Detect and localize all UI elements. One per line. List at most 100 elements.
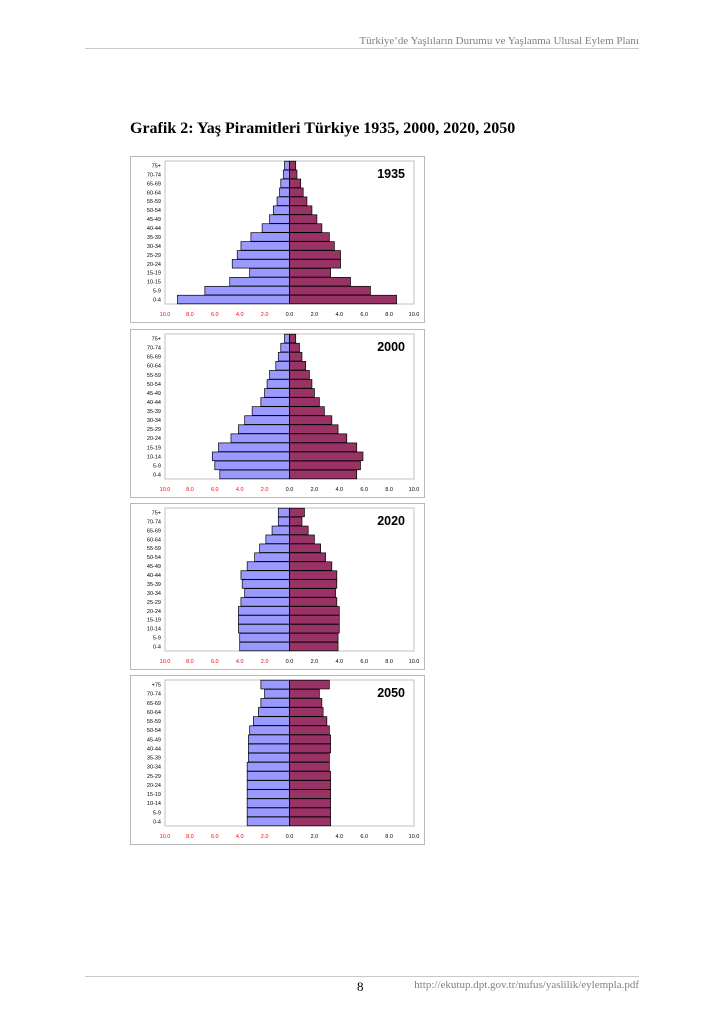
bar-male xyxy=(279,187,290,197)
pyramid-year-title: 1935 xyxy=(377,167,405,181)
bar-female xyxy=(289,415,333,425)
age-group-label: 60-64 xyxy=(147,190,161,196)
age-group-label: 10-15 xyxy=(147,280,161,286)
bar-male xyxy=(259,543,290,553)
bar-male xyxy=(248,743,290,754)
age-group-label: 65-69 xyxy=(147,181,161,187)
age-group-label: 50-54 xyxy=(147,208,161,214)
x-tick-label: 2.0 xyxy=(261,312,269,318)
bar-male xyxy=(231,259,290,269)
pyramid-chart-2000: 75+ 70-74 65-69 60-64 55-59 50-54 45-49 40-44 35… xyxy=(147,333,419,493)
bar-female xyxy=(289,588,336,598)
bar-female xyxy=(289,370,310,380)
bar-female xyxy=(289,442,358,452)
page-number: 8 xyxy=(357,979,364,994)
bar-female xyxy=(289,160,297,171)
bar-male xyxy=(246,816,290,827)
bar-male xyxy=(260,397,290,407)
age-group-label: 25-29 xyxy=(147,253,161,259)
bar-male xyxy=(280,178,290,188)
age-group-label: 60-64 xyxy=(147,537,161,543)
age-group-label: 40-44 xyxy=(147,746,161,752)
bar-male xyxy=(177,294,290,305)
age-group-label: 50-54 xyxy=(147,382,161,388)
age-group-label: 65-69 xyxy=(147,701,161,707)
age-group-label: 45-49 xyxy=(147,564,161,570)
age-group-label: 70-74 xyxy=(147,346,161,352)
bar-female xyxy=(289,223,323,233)
age-group-label: 0-4 xyxy=(153,472,161,478)
x-tick-label: 6.0 xyxy=(211,312,219,318)
bar-male xyxy=(284,160,290,171)
bar-male xyxy=(260,679,290,690)
age-group-label: 75+ xyxy=(152,163,161,169)
age-group-label: 35-39 xyxy=(147,235,161,241)
age-group-label: 5-9 xyxy=(153,289,161,295)
bar-male xyxy=(277,516,290,527)
x-tick-label: 10.0 xyxy=(160,487,171,493)
bar-male xyxy=(249,268,290,278)
x-tick-label: 8.0 xyxy=(186,659,194,665)
pyramid-panel-1935: 75+ 70-74 65-69 60-64 55-59 50-54 45-49 40-44 35… xyxy=(130,156,425,323)
x-tick-label: 8.0 xyxy=(186,834,194,840)
x-tick-label: 10.0 xyxy=(409,834,420,840)
age-group-label: 70-74 xyxy=(147,692,161,698)
bar-male xyxy=(238,615,290,625)
age-group-label: 0-4 xyxy=(153,819,161,825)
bar-male xyxy=(248,752,290,763)
bar-male xyxy=(240,597,290,607)
age-group-label: 50-54 xyxy=(147,728,161,734)
bar-male xyxy=(265,534,290,544)
bar-female xyxy=(289,433,348,443)
x-tick-label: 8.0 xyxy=(385,312,393,318)
age-group-label: 65-69 xyxy=(147,528,161,534)
bar-female xyxy=(289,698,323,708)
x-tick-label: 8.0 xyxy=(186,312,194,318)
bar-female xyxy=(289,579,338,589)
bar-male xyxy=(238,424,290,434)
bar-female xyxy=(289,259,341,269)
age-group-label: 25-29 xyxy=(147,600,161,606)
age-group-label: 30-34 xyxy=(147,418,161,424)
x-tick-label: 6.0 xyxy=(360,312,368,318)
age-group-label: 45-49 xyxy=(147,391,161,397)
x-tick-label: 0.0 xyxy=(286,659,294,665)
age-group-label: 70-74 xyxy=(147,519,161,525)
age-group-label: 50-54 xyxy=(147,555,161,561)
age-group-label: 20-24 xyxy=(147,262,161,268)
age-group-label: 0-4 xyxy=(153,645,161,651)
bar-male xyxy=(218,442,290,452)
bar-female xyxy=(289,397,320,407)
age-group-label: 70-74 xyxy=(147,172,161,178)
x-tick-label: 4.0 xyxy=(236,312,244,318)
age-group-label: 55-59 xyxy=(147,719,161,725)
age-group-label: 10-14 xyxy=(147,627,161,633)
pyramid-panel-2020: 75+ 70-74 65-69 60-64 55-59 50-54 45-49 40-44 35… xyxy=(130,503,425,670)
bar-male xyxy=(238,606,290,616)
bar-female xyxy=(289,725,330,735)
bar-female xyxy=(289,460,361,471)
bar-female xyxy=(289,268,331,278)
x-tick-label: 6.0 xyxy=(211,834,219,840)
bar-female xyxy=(289,624,340,634)
x-tick-label: 0.0 xyxy=(286,487,294,493)
age-group-label: 0-4 xyxy=(153,298,161,304)
pyramid-chart-2050: +75 70-74 65-69 60-64 55-59 50-54 45-49 40-44 35… xyxy=(147,679,420,840)
bar-female xyxy=(289,196,308,206)
bar-female xyxy=(289,205,313,215)
bar-female xyxy=(289,388,315,398)
bar-female xyxy=(289,361,307,371)
bar-male xyxy=(246,798,290,808)
bar-male xyxy=(275,361,290,371)
pyramid-chart-1935: 75+ 70-74 65-69 60-64 55-59 50-54 45-49 40-44 35… xyxy=(147,160,419,318)
bar-female xyxy=(289,543,321,553)
x-tick-label: 4.0 xyxy=(335,659,343,665)
age-group-label: 5-9 xyxy=(153,463,161,469)
bar-male xyxy=(238,624,290,634)
bar-female xyxy=(289,351,303,362)
bar-male xyxy=(284,333,290,344)
pyramid-year-title: 2000 xyxy=(377,340,405,354)
x-tick-label: 4.0 xyxy=(236,659,244,665)
x-tick-label: 4.0 xyxy=(335,487,343,493)
bar-male xyxy=(277,507,290,518)
